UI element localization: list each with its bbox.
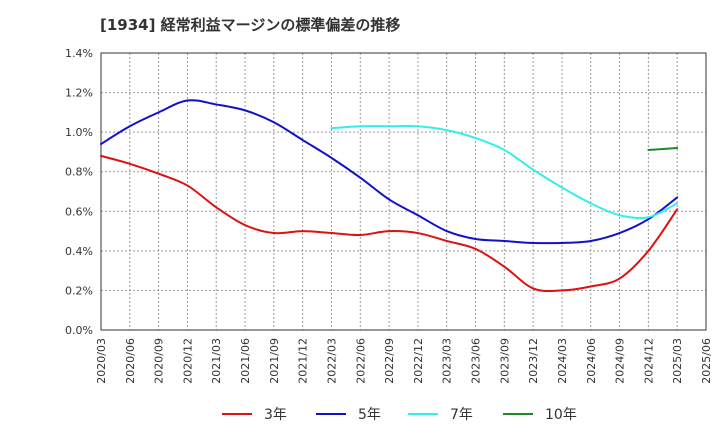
x-tick-label: 2022/12	[412, 338, 425, 384]
series-line-4	[647, 146, 679, 151]
x-tick-label: 2022/03	[325, 338, 338, 384]
x-tick-label: 2025/03	[671, 338, 684, 384]
series-line-1	[100, 154, 679, 293]
x-tick-label: 2020/12	[181, 338, 194, 384]
x-tick-label: 2021/06	[239, 338, 252, 384]
series-line-3	[330, 124, 679, 220]
legend-label-3: 7年	[450, 407, 473, 423]
plot-border	[100, 52, 707, 331]
x-tick-label: 2023/09	[498, 338, 511, 384]
x-tick-label: 2021/09	[268, 338, 281, 384]
y-tick-label: 0.6%	[65, 205, 93, 218]
x-tick-label: 2023/06	[470, 338, 483, 384]
x-tick-label: 2021/03	[210, 338, 223, 384]
legend-label-1: 3年	[264, 407, 287, 423]
x-tick-label: 2025/06	[700, 338, 713, 384]
x-tick-label: 2022/09	[383, 338, 396, 384]
x-tick-label: 2021/12	[297, 338, 310, 384]
y-tick-label: 1.2%	[65, 87, 93, 100]
x-tick-label: 2020/09	[153, 338, 166, 384]
y-tick-label: 1.0%	[65, 126, 93, 139]
chart-title: [1934] 経常利益マージンの標準偏差の推移	[100, 16, 401, 34]
y-tick-label: 0.2%	[65, 284, 93, 297]
legend-label-2: 5年	[358, 407, 381, 423]
x-tick-label: 2024/09	[614, 338, 627, 384]
plot-area	[101, 53, 706, 330]
x-tick-label: 2022/06	[354, 338, 367, 384]
x-tick-label: 2024/06	[585, 338, 598, 384]
legend-label-4: 10年	[545, 407, 577, 423]
x-tick-label: 2020/06	[124, 338, 137, 384]
x-tick-label: 2023/12	[527, 338, 540, 384]
axis-layer: 0.0% 0.2% 0.4% 0.6% 0.8% 1.0% 1.2% 1.4% 2020/03 2…	[65, 47, 713, 384]
legend: 3年 5年 7年 10年	[222, 407, 577, 423]
y-tick-label: 0.4%	[65, 245, 93, 258]
series-layer	[100, 99, 679, 293]
y-tick-label: 0.0%	[65, 324, 93, 337]
x-tick-label: 2020/03	[95, 338, 108, 384]
x-tick-label: 2023/03	[441, 338, 454, 384]
series-line-2	[100, 99, 679, 245]
x-tick-label: 2024/12	[642, 338, 655, 384]
x-tick-label: 2024/03	[556, 338, 569, 384]
y-tick-label: 0.8%	[65, 166, 93, 179]
y-tick-label: 1.4%	[65, 47, 93, 60]
